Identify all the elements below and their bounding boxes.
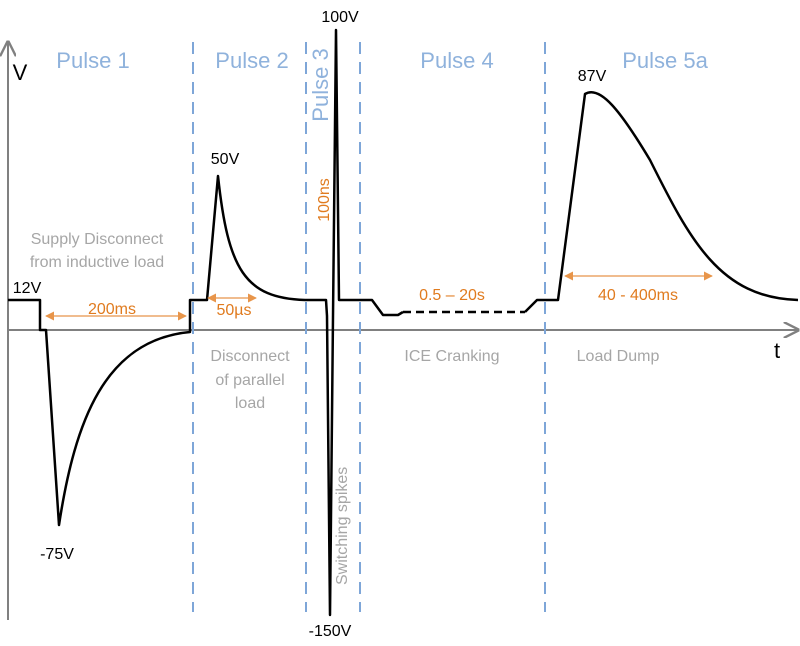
description: from inductive load xyxy=(30,254,164,271)
description: Supply Disconnect xyxy=(31,231,164,248)
y-label: V xyxy=(13,60,28,85)
baseline-label: 12V xyxy=(13,280,42,297)
pulse-title: Pulse 5a xyxy=(622,48,708,73)
duration-label: 50µs xyxy=(216,302,251,319)
waveform xyxy=(8,28,404,617)
peak-label: 100V xyxy=(321,9,359,26)
duration-label: 40 - 400ms xyxy=(598,287,678,304)
x-label: t xyxy=(774,338,780,363)
description: Load Dump xyxy=(577,348,660,365)
description: Switching spikes xyxy=(334,467,351,585)
peak-label: 50V xyxy=(211,151,240,168)
pulse-title: Pulse 3 xyxy=(308,48,333,121)
pulse-title: Pulse 4 xyxy=(420,48,493,73)
peak-label: -150V xyxy=(309,623,352,640)
pulse-title: Pulse 1 xyxy=(56,48,129,73)
description: ICE Cranking xyxy=(404,348,499,365)
duration-label: 0.5 – 20s xyxy=(419,287,485,304)
peak-label: -75V xyxy=(40,546,74,563)
description: of parallel xyxy=(215,372,284,389)
description: load xyxy=(235,395,265,412)
duration-label: 200ms xyxy=(88,301,136,318)
duration-label: 100ns xyxy=(316,178,333,222)
peak-label: 87V xyxy=(578,68,607,85)
pulse-title: Pulse 2 xyxy=(215,48,288,73)
waveform xyxy=(524,91,799,313)
description: Disconnect xyxy=(210,348,290,365)
